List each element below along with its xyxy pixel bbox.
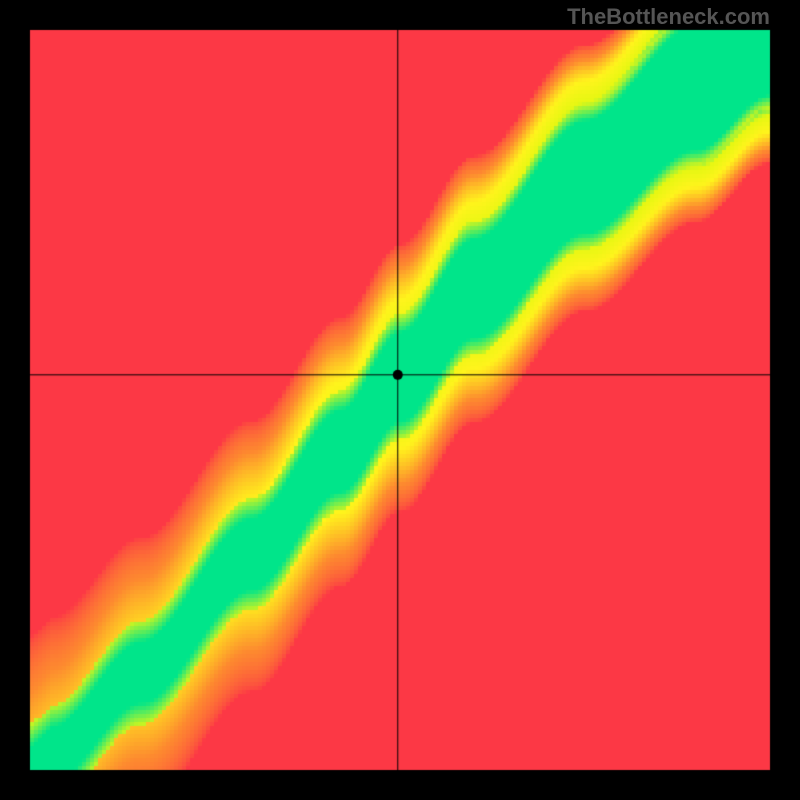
bottleneck-heatmap [0, 0, 800, 800]
chart-container: TheBottleneck.com [0, 0, 800, 800]
watermark-text: TheBottleneck.com [567, 4, 770, 30]
